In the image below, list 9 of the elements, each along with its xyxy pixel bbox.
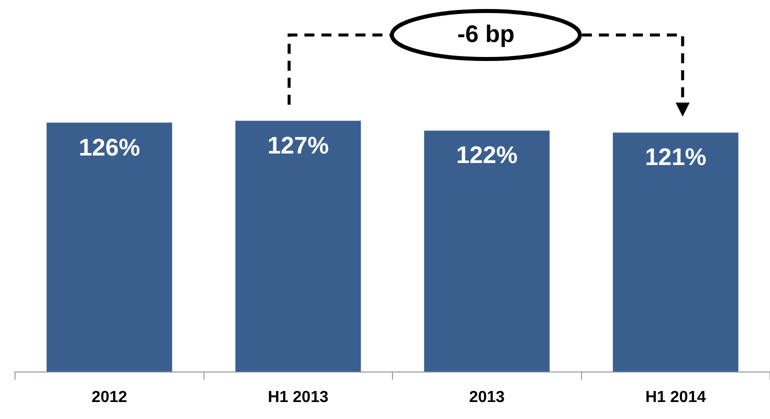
data-label: 121% (644, 144, 706, 172)
text: -6 bp (457, 21, 515, 49)
data-label: 122% (456, 142, 518, 170)
x-tick-label: 2013 (469, 388, 505, 406)
data-label: 127% (267, 132, 329, 160)
x-tick-label: H1 2013 (268, 388, 328, 406)
data-label: 126% (78, 134, 140, 162)
x-tick-label: H1 2014 (645, 388, 706, 406)
x-tick-label: 2012 (92, 388, 128, 406)
